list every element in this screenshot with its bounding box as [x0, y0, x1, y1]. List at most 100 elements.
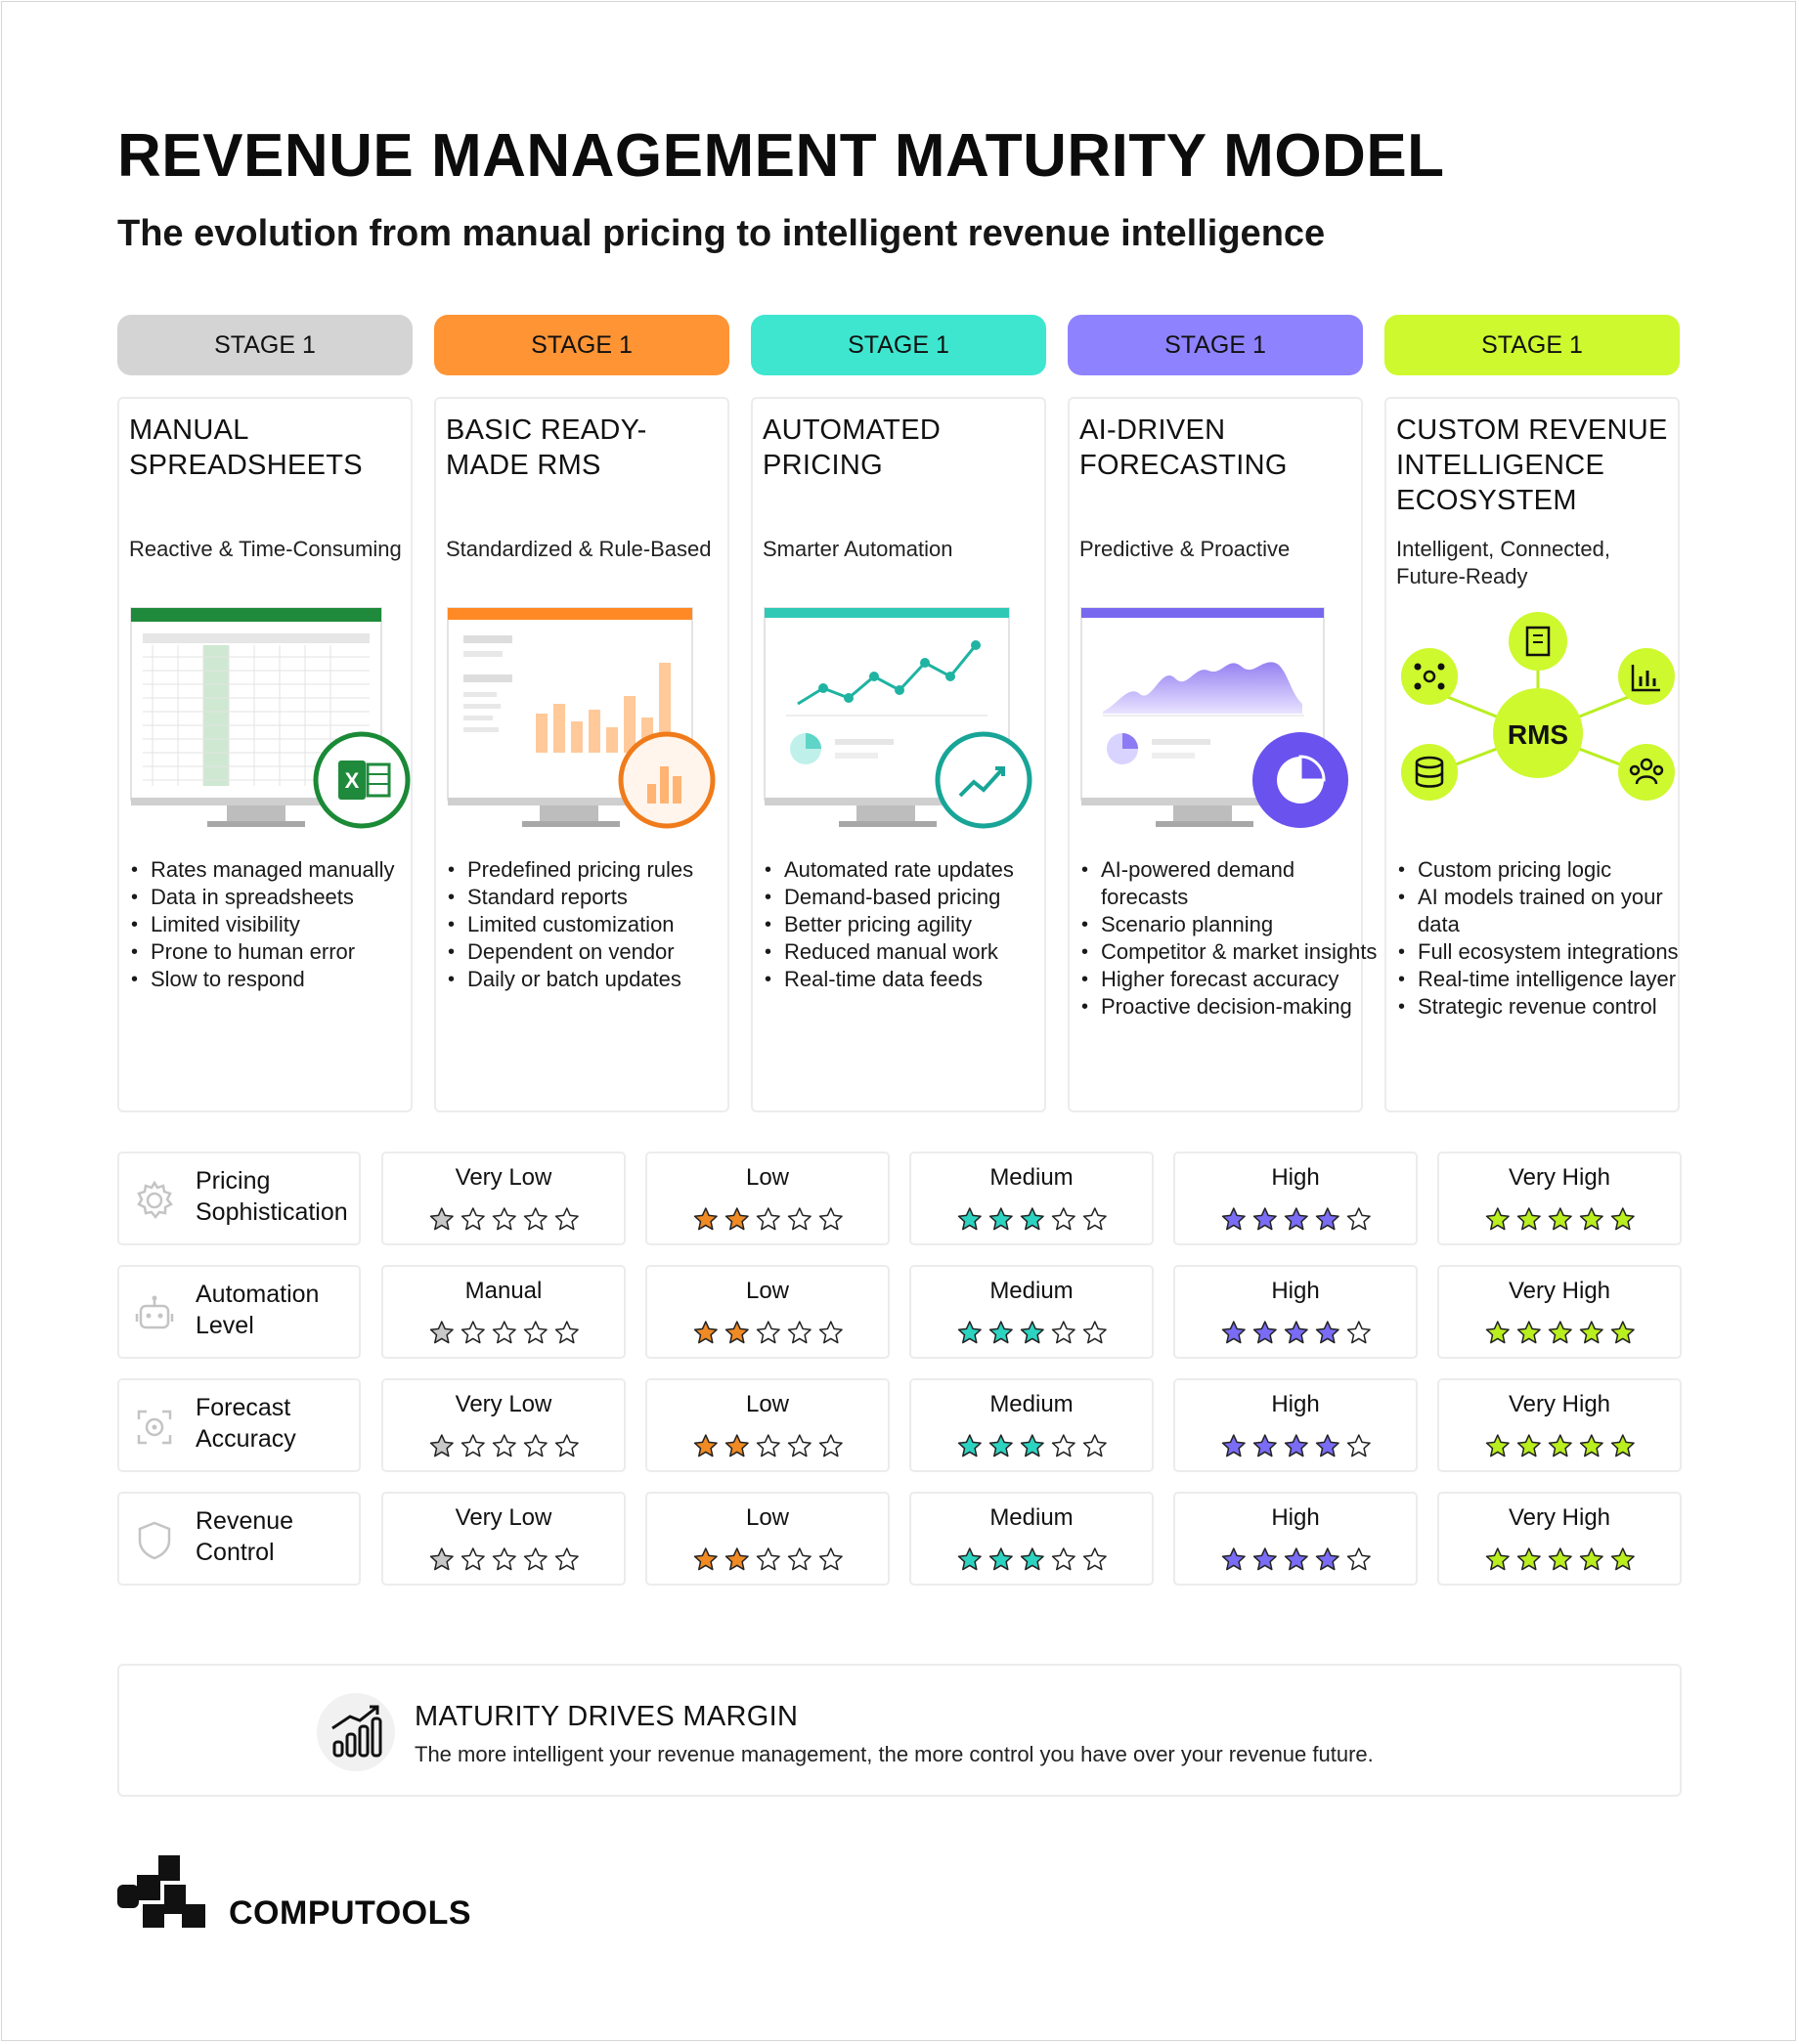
star-filled-icon: [1315, 1321, 1339, 1344]
stage-title: BASIC READY-MADE RMS: [446, 414, 647, 481]
star-filled-icon: [724, 1207, 749, 1231]
star-empty-icon: [787, 1207, 812, 1231]
star-empty-icon: [523, 1321, 548, 1344]
star-empty-icon: [1082, 1321, 1107, 1344]
star-rating: [693, 1547, 843, 1571]
rating-label: Very High: [1508, 1504, 1611, 1531]
star-rating: [1485, 1434, 1635, 1457]
stage-pill: STAGE 1: [1384, 315, 1680, 375]
star-filled-icon: [429, 1434, 454, 1457]
rating-cell: High: [1173, 1492, 1418, 1586]
star-filled-icon: [724, 1547, 749, 1571]
rating-cell: Manual: [381, 1265, 626, 1359]
stage-bullets: Rates managed manually Data in spreadshe…: [129, 856, 430, 993]
star-empty-icon: [1346, 1321, 1371, 1344]
star-filled-icon: [957, 1547, 982, 1571]
star-empty-icon: [492, 1321, 516, 1344]
rating-label: Medium: [989, 1164, 1074, 1191]
bullet-item: Real-time data feeds: [765, 966, 1064, 993]
star-empty-icon: [818, 1547, 843, 1571]
star-rating: [1221, 1207, 1371, 1231]
star-empty-icon: [787, 1434, 812, 1457]
robot-icon: [135, 1295, 174, 1329]
rating-cell: High: [1173, 1265, 1418, 1359]
banner-text: The more intelligent your revenue manage…: [415, 1742, 1374, 1766]
star-filled-icon: [957, 1434, 982, 1457]
star-filled-icon: [1252, 1547, 1277, 1571]
rating-label: High: [1271, 1278, 1320, 1304]
star-empty-icon: [492, 1434, 516, 1457]
network-nodes-icon: [1401, 648, 1458, 705]
star-filled-icon: [693, 1207, 718, 1231]
bullet-item: Higher forecast accuracy: [1081, 966, 1381, 993]
star-empty-icon: [756, 1434, 780, 1457]
star-filled-icon: [1516, 1434, 1541, 1457]
rating-cell: Very High: [1437, 1152, 1682, 1245]
growth-chart-icon: [317, 1693, 395, 1771]
rating-label: Low: [745, 1391, 790, 1417]
stage-tagline: Smarter Automation: [763, 537, 953, 561]
star-filled-icon: [724, 1434, 749, 1457]
star-filled-icon: [988, 1321, 1013, 1344]
star-filled-icon: [1020, 1207, 1044, 1231]
building-icon: [1509, 612, 1567, 671]
bullet-item: Competitor & market insights: [1081, 938, 1381, 966]
rating-label: High: [1271, 1164, 1320, 1191]
stage-card-automated-pricing: AUTOMATED PRICING Smarter Automation Aut…: [751, 397, 1046, 1112]
star-empty-icon: [1082, 1207, 1107, 1231]
stage-pill: STAGE 1: [1068, 315, 1363, 375]
star-filled-icon: [1516, 1207, 1541, 1231]
rating-cell: Very Low: [381, 1152, 626, 1245]
rating-cell: High: [1173, 1152, 1418, 1245]
star-rating: [1221, 1434, 1371, 1457]
bullet-item: Scenario planning: [1081, 911, 1381, 938]
rating-cell: Very High: [1437, 1492, 1682, 1586]
star-empty-icon: [818, 1321, 843, 1344]
bullet-item: Strategic revenue control: [1398, 993, 1697, 1021]
star-filled-icon: [988, 1547, 1013, 1571]
spreadsheet-monitor-excel-icon: X: [130, 607, 411, 829]
star-filled-icon: [1610, 1434, 1635, 1457]
stage-card-ai-forecasting: AI-DRIVEN FORECASTING Predictive & Proac…: [1068, 397, 1377, 1112]
rating-cell: Very Low: [381, 1492, 626, 1586]
bullet-item: Demand-based pricing: [765, 884, 1064, 911]
star-filled-icon: [1252, 1207, 1277, 1231]
star-rating: [1485, 1547, 1635, 1571]
stage-bullets: AI-powered demand forecasts Scenario pla…: [1079, 856, 1381, 1021]
summary-banner: MATURITY DRIVES MARGIN The more intellig…: [117, 1664, 1682, 1797]
star-empty-icon: [492, 1547, 516, 1571]
star-filled-icon: [1579, 1321, 1603, 1344]
bullet-item: Dependent on vendor: [448, 938, 747, 966]
rating-cell: Medium: [909, 1152, 1154, 1245]
bullet-item: Proactive decision-making: [1081, 993, 1381, 1021]
rating-label: Very Low: [455, 1504, 552, 1531]
stage-tagline: Intelligent, Connected, Future-Ready: [1396, 537, 1610, 588]
star-filled-icon: [1516, 1547, 1541, 1571]
star-filled-icon: [1020, 1434, 1044, 1457]
stage-pill: STAGE 1: [117, 315, 413, 375]
page-subtitle: The evolution from manual pricing to int…: [117, 213, 1326, 254]
page-title: REVENUE MANAGEMENT MATURITY MODEL: [117, 122, 1445, 190]
star-filled-icon: [1579, 1207, 1603, 1231]
star-filled-icon: [1221, 1321, 1246, 1344]
star-filled-icon: [1579, 1434, 1603, 1457]
database-icon: [1401, 744, 1458, 801]
star-filled-icon: [1221, 1434, 1246, 1457]
star-empty-icon: [1082, 1434, 1107, 1457]
rating-cell: Medium: [909, 1265, 1154, 1359]
star-rating: [1221, 1321, 1371, 1344]
star-filled-icon: [693, 1321, 718, 1344]
metric-cell: Revenue Control: [117, 1492, 361, 1586]
star-filled-icon: [693, 1547, 718, 1571]
rating-cell: Very Low: [381, 1378, 626, 1472]
bullet-item: Full ecosystem integrations: [1398, 938, 1697, 966]
star-filled-icon: [1485, 1547, 1510, 1571]
star-rating: [693, 1434, 843, 1457]
star-rating: [429, 1547, 579, 1571]
bullet-item: Prone to human error: [131, 938, 430, 966]
star-filled-icon: [1252, 1434, 1277, 1457]
star-rating: [1485, 1321, 1635, 1344]
star-filled-icon: [1548, 1547, 1572, 1571]
star-filled-icon: [1485, 1321, 1510, 1344]
bullet-item: Slow to respond: [131, 966, 430, 993]
